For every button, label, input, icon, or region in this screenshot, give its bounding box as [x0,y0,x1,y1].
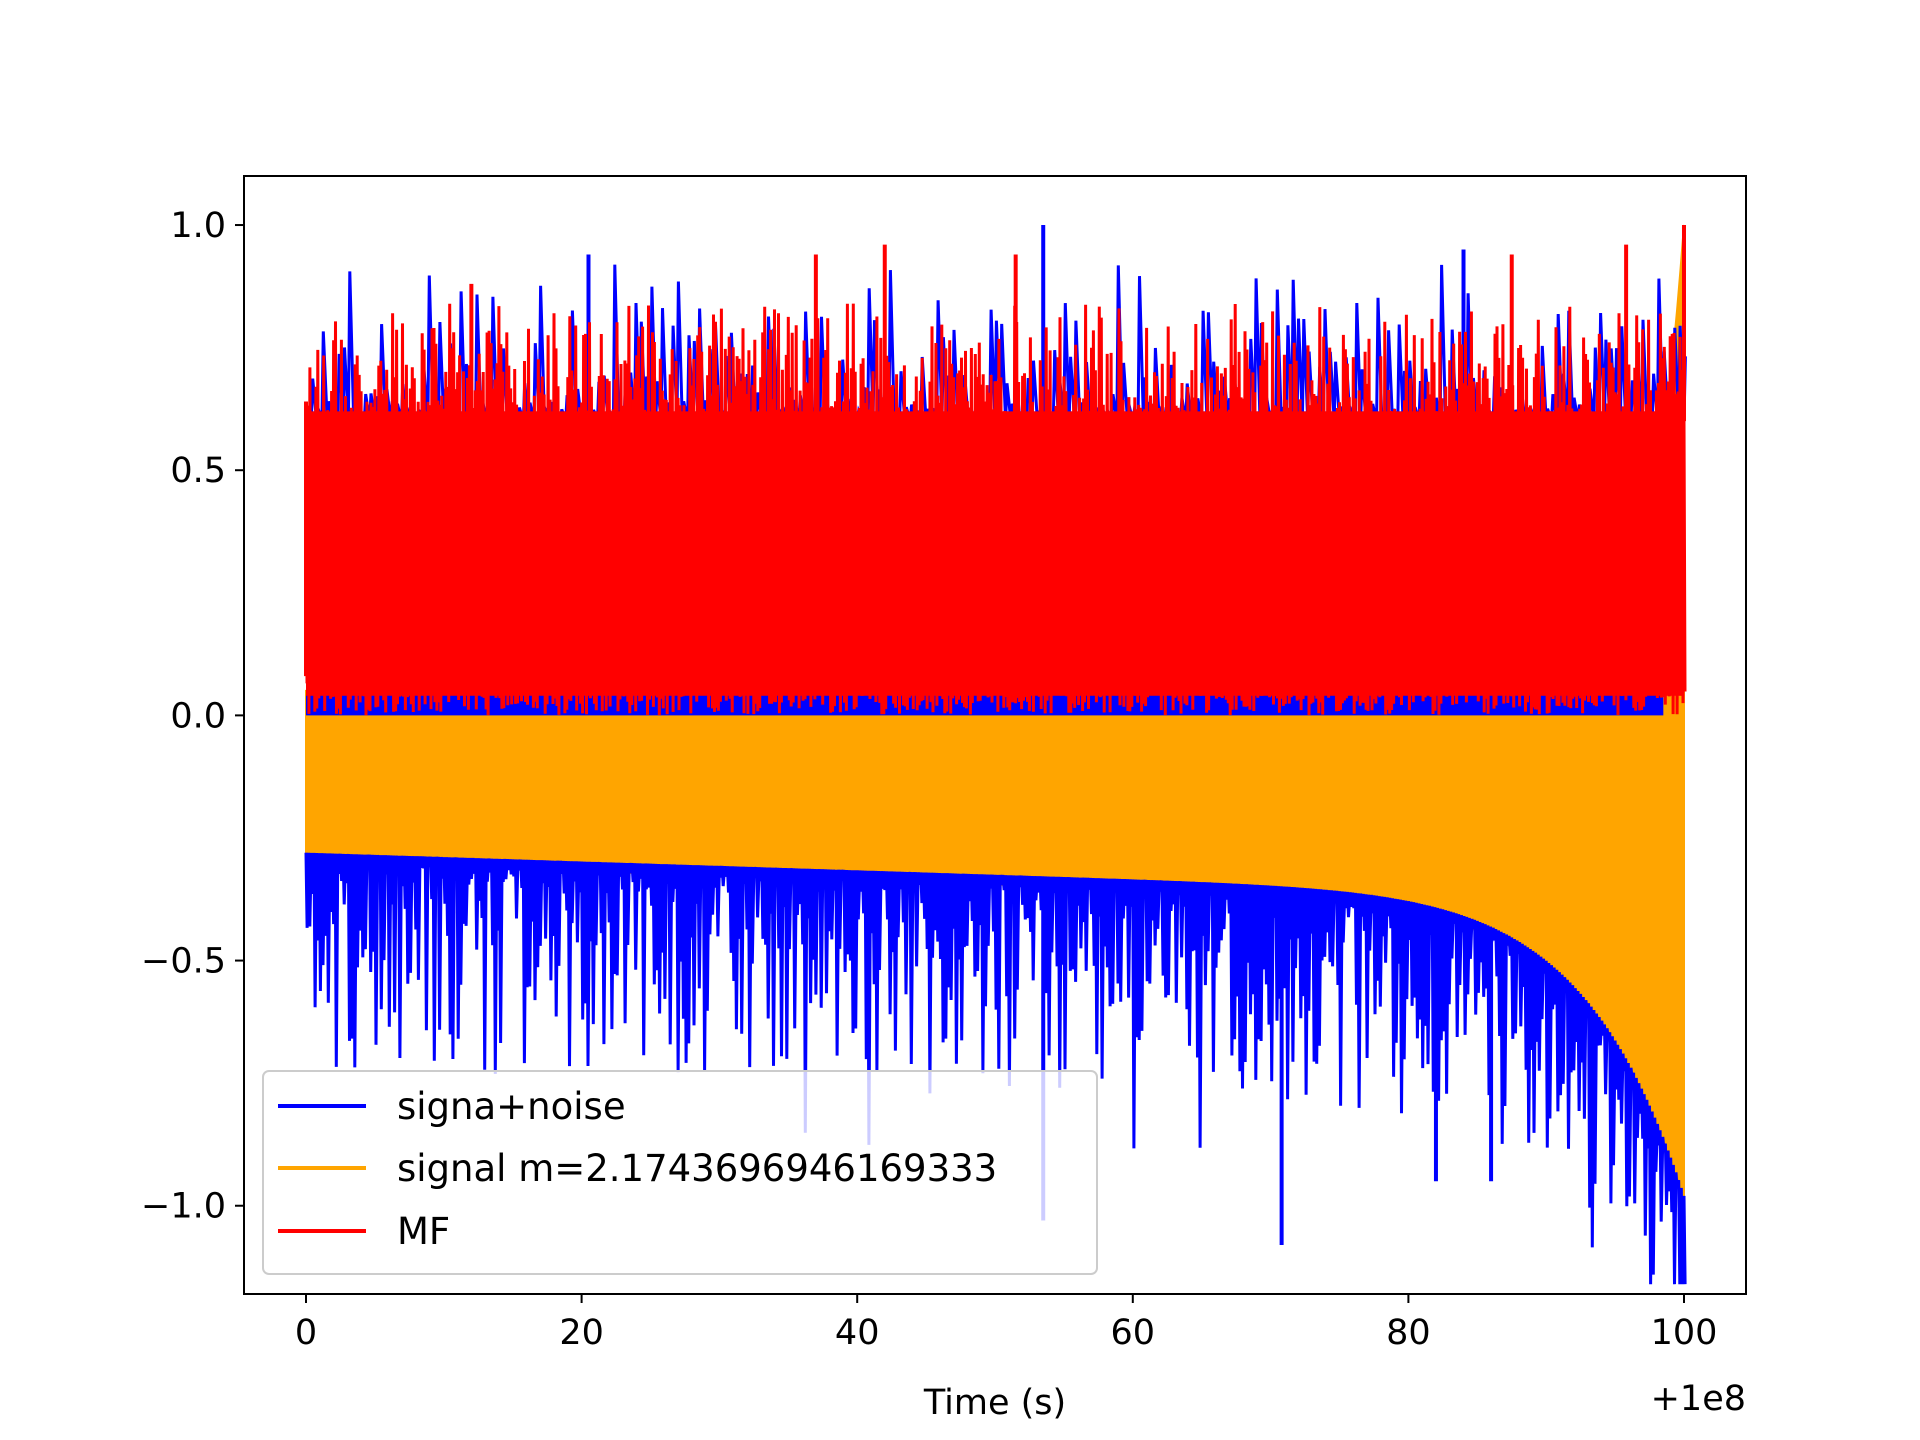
plot-area [304,224,1687,1285]
legend-label-mf: MF [397,1210,450,1253]
x-tick-label: 60 [1111,1313,1156,1353]
y-tick-label: 0.0 [170,696,226,736]
x-tick-label: 20 [559,1313,604,1353]
y-tick-label: 0.5 [170,451,226,491]
legend-label-signal: signal m=2.1743696946169333 [397,1147,997,1190]
legend-box [262,1070,1098,1275]
legend-label-signa-noise: signa+noise [397,1085,626,1128]
x-axis-label: Time (s) [923,1383,1066,1423]
y-tick-label: 1.0 [170,206,226,246]
y-tick-label: −0.5 [141,942,226,982]
y-tick-label: −1.0 [141,1187,226,1227]
axes-frame [243,175,1747,1295]
x-offset-label: +1e8 [1651,1379,1746,1419]
series-mf-layer [304,225,1687,716]
x-tick-label: 0 [295,1313,317,1353]
y-axis: 1.0 0.5 0.0 −0.5 −1.0 [141,206,244,1227]
legend: signa+noise signal m=2.1743696946169333 … [262,1070,1098,1275]
signa-noise-trace [304,852,1687,1285]
x-tick-label: 100 [1651,1313,1718,1353]
x-tick-label: 40 [835,1313,880,1353]
x-axis: 0 20 40 60 80 100 [295,1294,1718,1353]
mf-trace [304,303,1687,716]
x-tick-label: 80 [1386,1313,1431,1353]
